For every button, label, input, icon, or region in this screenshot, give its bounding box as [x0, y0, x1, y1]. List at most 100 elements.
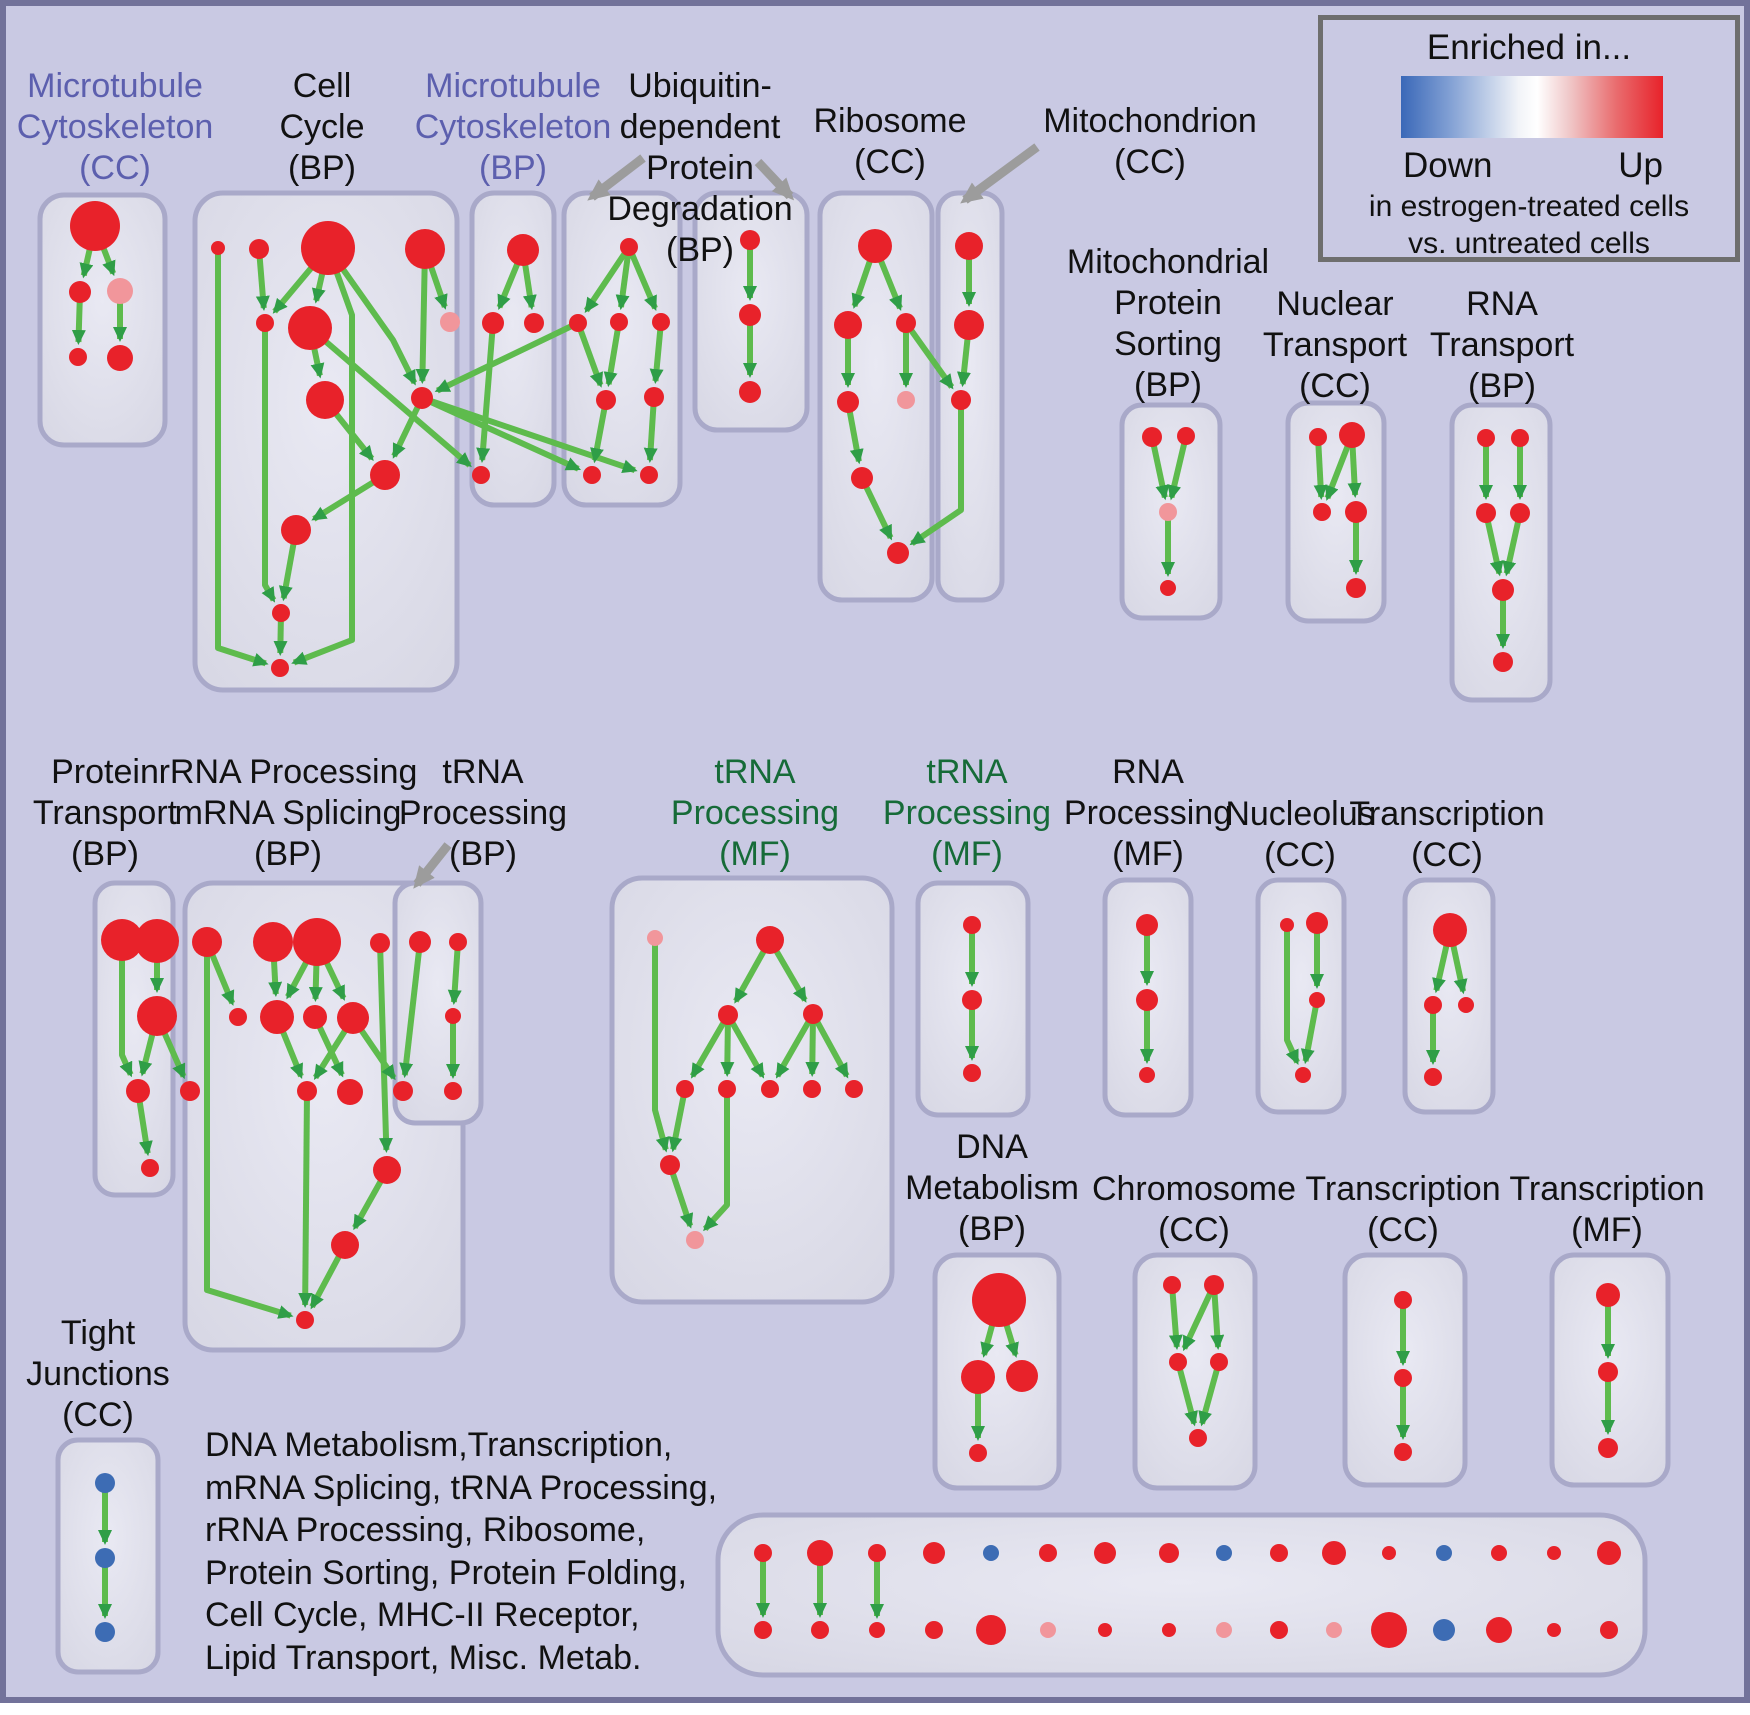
pointer-arrow-trna-bp-pointer	[413, 842, 452, 889]
node-bb7	[1098, 1623, 1112, 1637]
node-dn4	[969, 1444, 987, 1462]
group-box-nuclear-transport-cc	[1285, 400, 1387, 624]
node-bt11	[1322, 1541, 1346, 1565]
node-t23	[963, 1064, 981, 1082]
node-ub8	[640, 466, 658, 484]
group-label-tight-junctions-cc: Tight Junctions (CC)	[26, 1314, 170, 1434]
node-tq2	[1394, 1369, 1412, 1387]
node-cc13	[271, 659, 289, 677]
edge-cc1-cc13	[215, 248, 269, 667]
node-bt10	[1270, 1544, 1288, 1562]
node-mt3	[951, 390, 971, 410]
node-rr11	[373, 1156, 401, 1184]
group-label-mitochondrial-protein-sorting-bp: Mitochondrial Protein Sorting (BP)	[1066, 243, 1270, 404]
node-tm8	[845, 1080, 863, 1098]
node-bb13	[1433, 1619, 1455, 1641]
pointer-arrow-ubiquitin-pointer-left	[587, 154, 646, 201]
node-chn2	[739, 304, 761, 326]
node-tc4	[1424, 1068, 1442, 1086]
group-box-rna-transport-bp	[1449, 402, 1553, 703]
node-rr2	[253, 922, 293, 962]
node-rp3	[1139, 1067, 1155, 1083]
group-label-nucleolus-cc: Nucleolus (CC)	[1225, 795, 1375, 874]
node-rr0	[180, 1081, 200, 1101]
edge-ub1-ub3	[615, 246, 632, 311]
node-tb0	[393, 1081, 413, 1101]
edge-ub2-ub5	[575, 321, 604, 388]
node-rt5	[1492, 579, 1514, 601]
node-mbp4	[472, 466, 490, 484]
node-bt2	[807, 1540, 833, 1566]
edge-tm2-tm6	[725, 1013, 766, 1079]
node-tq1	[1394, 1291, 1412, 1309]
node-cc8	[306, 381, 344, 419]
edge-cc3-cc9	[325, 246, 418, 386]
group-label-nuclear-transport-cc: Nuclear Transport (CC)	[1262, 285, 1408, 405]
node-bb11	[1326, 1622, 1342, 1638]
edge-ub4-ub6	[649, 321, 664, 385]
group-label-transcription-cc-bottom: Transcription (CC)	[1305, 1170, 1501, 1249]
node-ms1	[1142, 427, 1162, 447]
node-bb5	[976, 1615, 1006, 1645]
node-ms2	[1177, 427, 1195, 445]
node-rb7	[887, 542, 909, 564]
node-bb14	[1486, 1617, 1512, 1643]
node-t21	[963, 916, 981, 934]
group-box-ribosome-cc	[817, 190, 935, 603]
node-mbp3	[524, 313, 544, 333]
node-bt8	[1159, 1543, 1179, 1563]
edge-rb6-rb7	[859, 476, 894, 541]
node-rr6	[260, 1000, 294, 1034]
node-pt3	[137, 996, 177, 1036]
edge-cc3-cc13	[291, 246, 355, 666]
node-tb4	[444, 1082, 462, 1100]
node-bt14	[1491, 1545, 1507, 1561]
node-bt7	[1094, 1542, 1116, 1564]
node-bb15	[1547, 1623, 1561, 1637]
edge-tm4-tm9	[668, 1088, 688, 1153]
node-tm2	[718, 1005, 738, 1025]
node-pt1	[101, 919, 143, 961]
group-label-protein-transport-bp: Protein Transport (BP)	[32, 753, 178, 873]
node-bt16	[1597, 1541, 1621, 1565]
group-box-nucleolus-cc	[1255, 877, 1347, 1115]
edge-nu1-nu4	[1284, 925, 1300, 1065]
edge-tm3-tm7	[805, 1013, 820, 1078]
group-box-microtubule-cytoskeleton-cc	[37, 192, 168, 448]
group-label-mitochondrion-cc: Mitochondrion (CC)	[1043, 102, 1257, 181]
node-mcc5	[107, 345, 133, 371]
node-pt2	[135, 919, 179, 963]
edge-chr3-chr5	[1175, 1361, 1198, 1427]
node-rr13	[296, 1311, 314, 1329]
node-mt1	[955, 232, 983, 260]
group-label-rna-processing-mf: RNA Processing (MF)	[1063, 753, 1233, 873]
node-bt6	[1039, 1544, 1057, 1562]
node-rr1	[192, 927, 222, 957]
node-bb16	[1600, 1621, 1618, 1639]
legend-caption-line1: in estrogen-treated cells	[1368, 190, 1690, 223]
edge-tm9-tm10	[667, 1164, 694, 1229]
node-cc6	[288, 306, 332, 350]
node-cc5	[256, 314, 274, 332]
node-mcc4	[69, 348, 87, 366]
node-rb5	[897, 391, 915, 409]
node-tm9	[660, 1155, 680, 1175]
node-bt15	[1547, 1546, 1561, 1560]
node-cc1	[211, 241, 225, 255]
node-rr7	[303, 1005, 327, 1029]
node-nu2	[1306, 912, 1328, 934]
edge-rr4-rr11	[377, 942, 394, 1154]
node-mcc3	[107, 278, 133, 304]
node-bb10	[1270, 1621, 1288, 1639]
node-bb9	[1216, 1622, 1232, 1638]
node-nu1	[1280, 918, 1294, 932]
node-rt1	[1477, 429, 1495, 447]
node-tm3	[803, 1004, 823, 1024]
node-tb2	[449, 933, 467, 951]
node-cc2	[249, 239, 269, 259]
node-tb1	[409, 931, 431, 953]
node-bb4	[925, 1621, 943, 1639]
node-bb3	[869, 1622, 885, 1638]
node-rb1	[858, 229, 892, 263]
edge-rb3-mt3	[903, 321, 955, 390]
